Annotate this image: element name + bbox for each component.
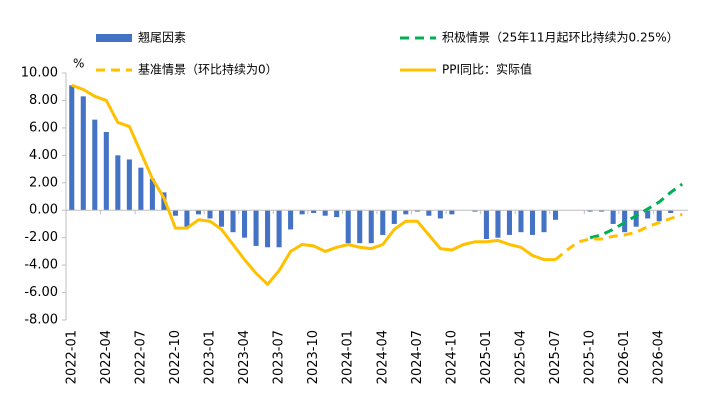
x-tick-label: 2022-10 <box>168 330 183 384</box>
bar <box>299 210 305 215</box>
bar <box>322 210 328 216</box>
y-tick-label: -6.00 <box>24 285 58 300</box>
x-tick-label: 2024-01 <box>341 330 356 384</box>
y-tick-label: 0.00 <box>29 203 58 218</box>
bar <box>242 210 248 238</box>
x-tick-label: 2022-07 <box>133 330 148 384</box>
bar <box>610 210 616 224</box>
x-tick-label: 2024-10 <box>444 330 459 384</box>
x-tick-label: 2025-10 <box>583 330 598 384</box>
bar <box>126 159 132 211</box>
bar <box>345 210 351 244</box>
bar <box>403 210 409 215</box>
line <box>554 212 683 261</box>
bar <box>172 210 178 216</box>
x-tick-label: 2022-04 <box>99 330 114 384</box>
bar <box>218 210 225 227</box>
bar <box>195 210 201 215</box>
bar <box>633 210 639 227</box>
legend: 翘尾因素 积极情景（25年11月起环比持续为0.25%） 基准情景（环比持续为0） P… <box>96 30 679 77</box>
bar <box>506 210 512 235</box>
bar <box>587 210 593 212</box>
bar <box>529 210 536 235</box>
bar <box>414 210 420 212</box>
y-tick-label: -2.00 <box>24 230 58 245</box>
bar <box>184 210 190 227</box>
bar <box>391 210 397 224</box>
y-tick-label: -8.00 <box>24 313 58 328</box>
bar <box>207 210 213 219</box>
bar <box>368 210 374 244</box>
legend-swatch <box>96 34 132 42</box>
bar <box>380 210 386 235</box>
bar <box>668 210 674 213</box>
y-tick-label: 6.00 <box>29 120 58 135</box>
x-tick-label: 2025-04 <box>513 330 528 384</box>
bar <box>230 210 236 233</box>
y-tick-label: -4.00 <box>24 258 58 273</box>
bar <box>92 119 98 211</box>
bar <box>69 85 75 211</box>
bar <box>357 210 363 244</box>
y-unit: % <box>73 57 84 71</box>
bar <box>149 178 155 211</box>
bar <box>138 167 144 211</box>
x-tick-label: 2026-01 <box>617 330 632 384</box>
y-tick-label: 4.00 <box>29 148 58 163</box>
bar <box>103 132 109 211</box>
x-tick-label: 2022-01 <box>64 330 79 384</box>
x-tick-label: 2025-07 <box>548 330 563 384</box>
x-tick-label: 2024-07 <box>410 330 425 384</box>
bar <box>276 210 282 248</box>
bar <box>311 210 317 213</box>
bar <box>541 210 547 233</box>
x-tick-label: 2025-01 <box>479 330 494 384</box>
legend-label: 翘尾因素 <box>138 31 186 45</box>
bar <box>483 210 489 240</box>
legend-label: 基准情景（环比持续为0） <box>138 62 278 77</box>
x-tick-label: 2023-07 <box>272 330 287 384</box>
bar <box>495 210 501 238</box>
legend-label: PPI同比：实际值 <box>442 62 532 77</box>
bar <box>553 210 559 220</box>
x-tick-label: 2024-04 <box>375 330 390 384</box>
x-tick-label: 2023-01 <box>202 330 217 384</box>
line <box>71 83 556 286</box>
bar <box>449 210 455 215</box>
y-tick-label: 10.00 <box>21 66 58 81</box>
legend-label: 积极情景（25年11月起环比持续为0.25%） <box>442 30 679 45</box>
bar <box>253 210 259 246</box>
y-tick-label: 2.00 <box>29 175 58 190</box>
bar <box>265 210 271 248</box>
bar <box>518 210 524 233</box>
bar <box>80 96 86 211</box>
x-tick-label: 2023-10 <box>306 330 321 384</box>
bar <box>599 210 605 212</box>
x-tick-label: 2026-04 <box>652 330 667 384</box>
bar <box>288 210 294 230</box>
line <box>589 182 684 240</box>
bar <box>426 210 432 216</box>
bar <box>334 210 340 218</box>
bar <box>472 210 478 212</box>
bar <box>656 210 662 222</box>
bar <box>115 155 121 211</box>
bar <box>437 210 443 219</box>
bar <box>645 210 651 219</box>
x-tick-label: 2023-04 <box>237 330 252 384</box>
y-tick-label: 8.00 <box>29 93 58 108</box>
